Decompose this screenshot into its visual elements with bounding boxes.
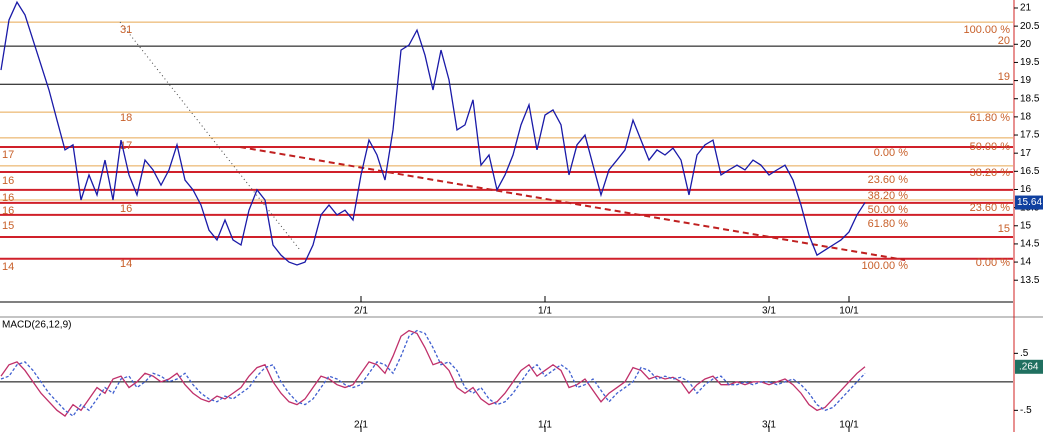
y-tick-label: 14.5 [1020, 239, 1040, 250]
current-value-box [1015, 359, 1043, 374]
annotation: 50.00 % [970, 141, 1011, 153]
annotation: 16 [120, 203, 132, 215]
annotation: 14 [2, 261, 14, 273]
series-line [0, 0, 866, 266]
annotation: 16 [2, 205, 14, 217]
y-tick-label: 20 [1020, 39, 1032, 50]
annotation: 15 [998, 223, 1010, 235]
current-value: 15.64 [1017, 197, 1042, 208]
y-tick-label: 18 [1020, 112, 1032, 123]
y-tick-label: 20.5 [1020, 21, 1040, 32]
annotation: 18 [120, 112, 132, 124]
annotation: 23.60 % [868, 174, 909, 186]
annotation: 38.20 % [970, 167, 1011, 179]
y-tick-label: .5 [1020, 348, 1029, 359]
annotation: 16 [2, 192, 14, 204]
x-tick-label: 2/1 [354, 306, 368, 317]
y-tick-label: 14 [1020, 257, 1032, 268]
y-tick-label: 16.5 [1020, 166, 1040, 177]
x-tick-label: 3/1 [762, 306, 776, 317]
y-tick-label: 19.5 [1020, 57, 1040, 68]
annotation: 15 [2, 220, 14, 232]
x-tick-label: 1/1 [538, 306, 552, 317]
y-tick-label: -.5 [1020, 405, 1032, 416]
x-tick-label: 2/1 [354, 420, 368, 431]
annotation: 31 [120, 24, 132, 36]
annotation: 20 [998, 35, 1010, 47]
current-value-box [1015, 195, 1043, 210]
annotation: 17 [2, 149, 14, 161]
annotation: 14 [120, 258, 132, 270]
current-value: .264 [1019, 361, 1039, 372]
annotation: 38.20 % [868, 190, 909, 202]
y-tick-label: 18.5 [1020, 93, 1040, 104]
annotation: 61.80 % [868, 218, 909, 230]
annotation: 16 [2, 175, 14, 187]
x-tick-label: 10/1 [839, 420, 859, 431]
y-tick-label: 17 [1020, 148, 1032, 159]
x-tick-label: 10/1 [839, 306, 859, 317]
series-line [0, 329, 866, 417]
y-tick-label: 19 [1020, 75, 1032, 86]
annotation: 61.80 % [970, 112, 1011, 124]
trend-line [239, 146, 906, 261]
y-tick-label: 17.5 [1020, 130, 1040, 141]
series-line [0, 329, 866, 417]
y-tick-label: 13.5 [1020, 275, 1040, 286]
annotation: 23.60 % [970, 202, 1011, 214]
annotation: 100.00 % [862, 260, 909, 272]
annotation: 100.00 % [964, 24, 1011, 36]
trend-line [119, 21, 301, 251]
annotation: 19 [998, 71, 1010, 83]
annotation: 0.00 % [976, 257, 1010, 269]
x-tick-label: 3/1 [762, 420, 776, 431]
y-tick-label: 15 [1020, 220, 1032, 231]
annotation: 0.00 % [874, 147, 908, 159]
x-tick-label: 1/1 [538, 420, 552, 431]
annotation: 50.00 % [868, 204, 909, 216]
y-tick-label: 16 [1020, 184, 1032, 195]
y-tick-label: 21 [1020, 3, 1032, 14]
indicator-title: MACD(26,12,9) [2, 320, 71, 331]
